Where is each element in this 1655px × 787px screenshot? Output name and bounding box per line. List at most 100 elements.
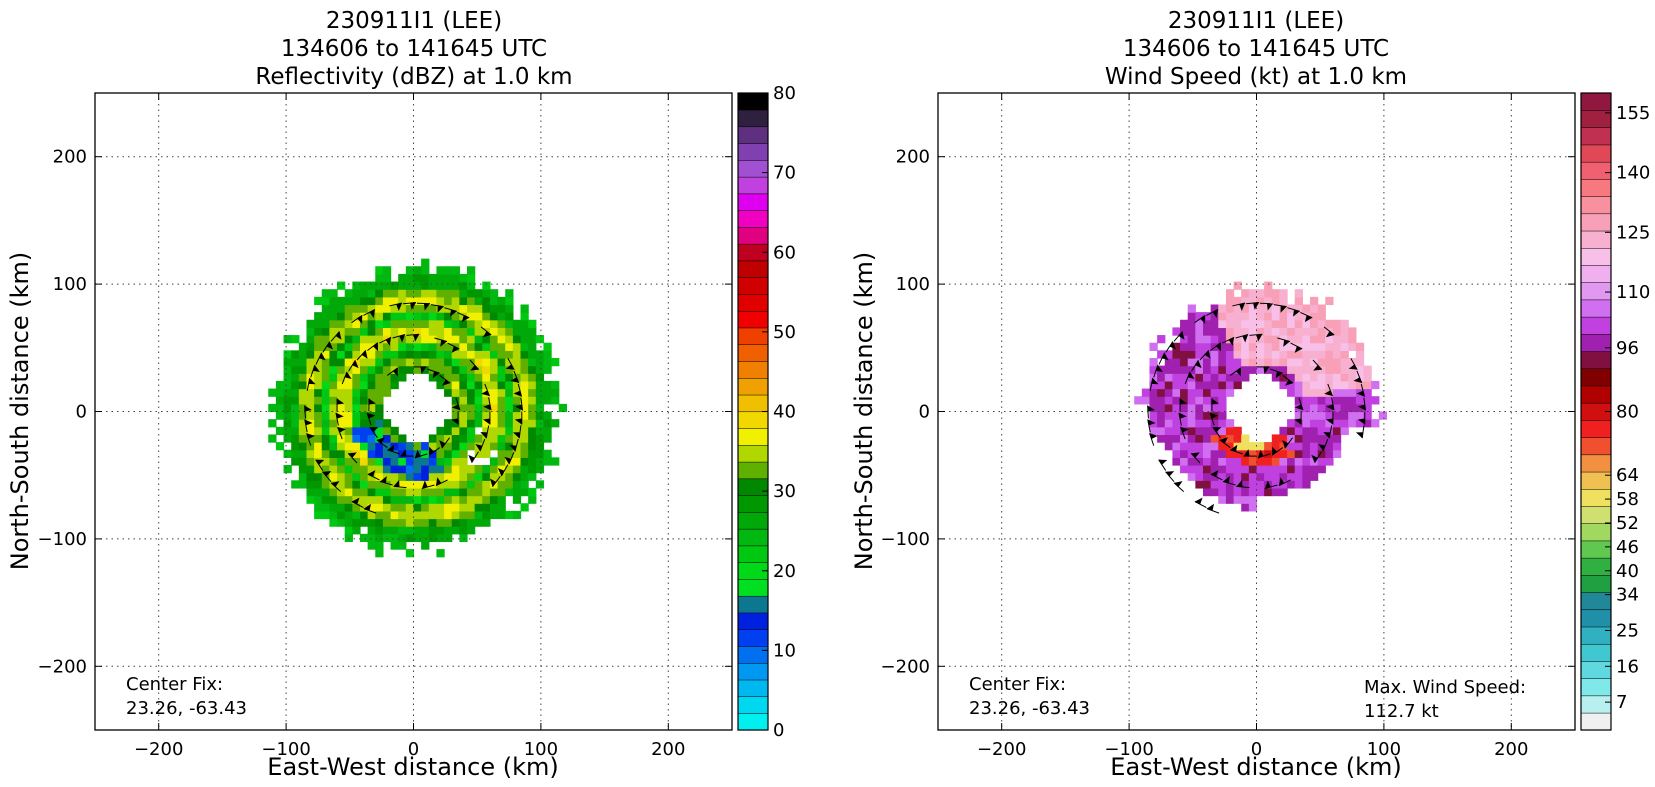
field-cell [474, 304, 483, 313]
field-cell [329, 289, 338, 298]
wind-barb-staff [457, 312, 470, 319]
field-cell [367, 457, 376, 466]
field-cell [1195, 380, 1204, 390]
field-cell [1287, 457, 1296, 466]
field-cell [451, 472, 460, 481]
field-cell [1218, 487, 1227, 497]
field-cell [1187, 312, 1196, 321]
field-cell [451, 365, 460, 374]
field-cell [405, 365, 415, 374]
field-cell [1287, 426, 1296, 436]
wind-barb-staff [1264, 484, 1278, 490]
field-cell [1348, 357, 1357, 367]
field-cell [344, 312, 353, 321]
colorbar-tick-label: 34 [1616, 585, 1639, 606]
field-cell [1256, 296, 1265, 306]
wind-barb-flag [505, 364, 515, 370]
field-cell [1355, 342, 1365, 351]
field-cell [444, 319, 453, 329]
field-cell [398, 533, 407, 543]
field-cell [1340, 357, 1349, 367]
field-cell [283, 434, 292, 443]
field-cell [382, 319, 392, 329]
field-cell [1310, 426, 1319, 436]
field-cell [482, 480, 491, 489]
field-cell [398, 541, 407, 550]
field-cell [1340, 388, 1349, 397]
field-cell [352, 426, 361, 436]
field-cell [467, 266, 476, 275]
panel-title-line-3: Reflectivity (dBZ) at 1.0 km [255, 64, 572, 90]
field-cell [329, 442, 338, 451]
field-cell [1371, 419, 1380, 428]
center-fix-label: Center Fix: [969, 674, 1066, 695]
field-cell [1248, 319, 1258, 329]
field-cell [520, 472, 529, 481]
field-cell [428, 434, 438, 443]
field-cell [382, 357, 392, 367]
field-cell [1225, 495, 1235, 504]
field-cell [543, 365, 552, 374]
colorbar-tick-label: 80 [1616, 402, 1639, 423]
wind-barb-flag [1174, 481, 1183, 487]
field-cell [298, 457, 308, 466]
field-cell [352, 434, 361, 443]
field-cell [1317, 312, 1326, 321]
field-cell [459, 526, 468, 535]
colorbar-tick-label: 10 [773, 640, 796, 661]
colorbar-segment [737, 612, 769, 630]
field-cell [352, 457, 361, 466]
field-cell [505, 304, 514, 313]
field-cell [1248, 365, 1258, 374]
field-cell [390, 487, 399, 497]
field-cell [505, 342, 514, 351]
wind-barb-flag [1149, 433, 1158, 439]
field-cell [1264, 335, 1273, 344]
field-cell [382, 342, 392, 351]
field-cell [405, 312, 415, 321]
center-fix-value: 23.26, -63.43 [126, 698, 247, 719]
field-cell [543, 342, 552, 351]
field-cell [352, 396, 361, 405]
field-cell [1241, 327, 1250, 336]
wind-barb-flag [361, 350, 368, 359]
field-cell [543, 411, 552, 420]
field-cell [329, 396, 338, 405]
field-cell [359, 281, 369, 290]
field-cell [1310, 403, 1319, 413]
field-cell [398, 480, 407, 489]
field-cell [505, 396, 514, 405]
field-cell [444, 289, 453, 298]
field-cell [413, 472, 422, 481]
field-cell [489, 503, 499, 512]
wind-barb-staff [1173, 482, 1185, 493]
field-cell [489, 388, 499, 397]
wind-barb-flag [399, 334, 406, 343]
field-cell [382, 312, 392, 321]
field-cell [1210, 304, 1219, 313]
field-cell [1340, 365, 1349, 374]
field-cell [1325, 365, 1334, 374]
field-cell [329, 457, 338, 466]
field-cell [398, 518, 407, 527]
colorbar-tick-label: 25 [1616, 620, 1639, 641]
field-cell [551, 457, 560, 466]
field-cell [444, 312, 453, 321]
field-cell [1225, 365, 1235, 374]
field-cell [337, 457, 346, 466]
field-cell [375, 457, 384, 466]
field-cell [1264, 350, 1273, 359]
field-cell [459, 442, 468, 451]
field-cell [1371, 396, 1380, 405]
field-cell [1317, 335, 1326, 344]
wind-barb-flag [1165, 471, 1175, 477]
colorbar-segment [737, 193, 769, 211]
field-cell [482, 411, 491, 420]
colorbar-segment [1580, 540, 1612, 559]
field-cell [1233, 487, 1242, 497]
field-cell [413, 465, 422, 474]
field-cell [482, 296, 491, 306]
field-cell [459, 487, 468, 497]
field-cell [352, 365, 361, 374]
colorbar-segment [1580, 368, 1612, 387]
